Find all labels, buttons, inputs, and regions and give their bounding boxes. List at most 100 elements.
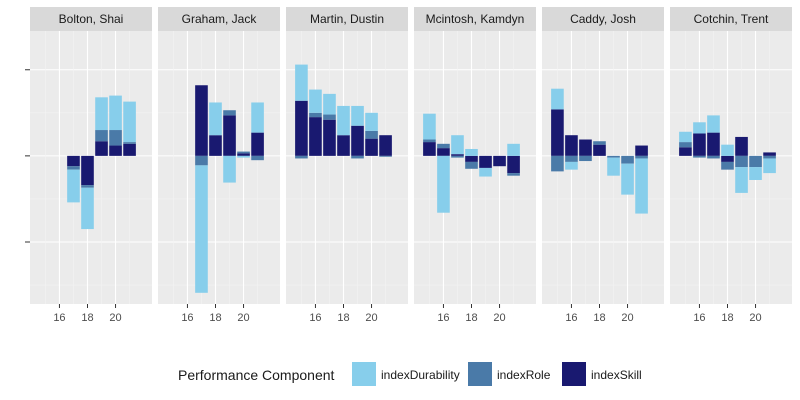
bar-indexRole-17 — [579, 155, 592, 162]
facet-title: Mcintosh, Kamdyn — [426, 12, 525, 26]
bar-indexRole-21 — [763, 155, 776, 159]
x-tick-label: 18 — [593, 312, 605, 324]
legend-title: Performance Component — [178, 367, 335, 383]
bar-indexRole-21 — [635, 155, 648, 159]
bar-indexRole-18 — [81, 185, 94, 188]
bar-indexSkill-20 — [237, 153, 250, 156]
bar-indexSkill-16 — [693, 133, 706, 156]
bar-indexSkill-17 — [323, 119, 336, 156]
x-tick-label: 18 — [337, 312, 349, 324]
bar-indexDurability-21 — [763, 158, 776, 174]
bar-indexDurability-20 — [749, 167, 762, 180]
bar-indexDurability-18 — [721, 144, 734, 156]
x-tick-label: 18 — [81, 312, 93, 324]
bar-indexSkill-19 — [95, 141, 108, 156]
facet-strip — [542, 7, 664, 31]
facet-panel-cotchin-trent: Cotchin, Trent 16 18 20 — [670, 7, 792, 324]
bar-indexRole-15 — [551, 155, 564, 172]
bar-indexRole-16 — [693, 155, 706, 158]
bar-indexSkill-19 — [735, 136, 748, 156]
panel-background — [158, 31, 280, 304]
bars — [551, 88, 648, 214]
bar-indexRole-17 — [707, 155, 720, 159]
x-tick-label: 16 — [693, 312, 705, 324]
bar-indexDurability-16 — [309, 89, 322, 113]
bar-indexSkill-18 — [81, 155, 94, 186]
bar-indexRole-19 — [351, 155, 364, 159]
bar-indexDurability-21 — [123, 101, 136, 143]
bar-indexSkill-18 — [593, 144, 606, 156]
bars — [423, 113, 520, 213]
bar-indexSkill-19 — [479, 155, 492, 168]
bar-indexDurability-20 — [365, 112, 378, 131]
bar-indexRole-21 — [251, 155, 264, 161]
facet-title: Graham, Jack — [182, 12, 258, 26]
bar-indexDurability-21 — [251, 102, 264, 133]
bar-indexSkill-17 — [67, 155, 80, 167]
legend-label-indexSkill: indexSkill — [591, 368, 642, 382]
bar-indexRole-17 — [195, 155, 208, 166]
bar-indexSkill-21 — [379, 135, 392, 156]
bar-indexDurability-19 — [95, 97, 108, 131]
facet-strip — [158, 7, 280, 31]
bar-indexRole-18 — [465, 161, 478, 169]
bar-indexSkill-15 — [295, 100, 308, 156]
bar-indexSkill-16 — [309, 117, 322, 156]
bar-indexSkill-18 — [465, 155, 478, 162]
legend-key-indexSkill — [562, 362, 586, 386]
legend-key-indexDurability — [352, 362, 376, 386]
bar-indexRole-21 — [123, 142, 136, 144]
x-tick-label: 18 — [721, 312, 733, 324]
bar-indexRole-20 — [749, 155, 762, 168]
bars — [295, 64, 392, 159]
bar-indexRole-16 — [437, 143, 450, 149]
bar-indexRole-19 — [607, 155, 620, 158]
bar-indexSkill-19 — [351, 125, 364, 156]
bars — [679, 115, 776, 193]
bar-indexDurability-18 — [209, 102, 222, 136]
x-tick-label: 20 — [109, 312, 121, 324]
bar-indexRole-17 — [451, 155, 464, 158]
bar-indexDurability-19 — [607, 157, 620, 176]
bar-indexDurability-17 — [323, 93, 336, 115]
bars — [67, 95, 136, 230]
bar-indexSkill-21 — [507, 155, 520, 174]
bars — [195, 85, 264, 293]
bar-indexDurability-16 — [437, 155, 450, 213]
bar-indexRole-20 — [365, 130, 378, 139]
bar-indexDurability-17 — [451, 135, 464, 155]
facet-strip — [286, 7, 408, 31]
bar-indexDurability-17 — [195, 165, 208, 293]
facet-panel-caddy-josh: Caddy, Josh 16 18 20 — [542, 7, 664, 324]
bar-indexDurability-16 — [693, 122, 706, 134]
bar-indexRole-18 — [593, 141, 606, 145]
x-tick-label: 16 — [181, 312, 193, 324]
bar-indexRole-15 — [679, 142, 692, 148]
legend-label-indexDurability: indexDurability — [381, 368, 460, 382]
facet-title: Caddy, Josh — [570, 12, 636, 26]
bar-indexSkill-15 — [551, 109, 564, 156]
bar-indexDurability-15 — [423, 113, 436, 140]
bar-indexRole-18 — [721, 161, 734, 170]
x-tick-label: 16 — [53, 312, 65, 324]
facet-strip — [414, 7, 536, 31]
bar-indexRole-21 — [507, 173, 520, 176]
bar-indexRole-17 — [323, 114, 336, 120]
bar-indexSkill-20 — [109, 145, 122, 156]
x-tick-label: 16 — [309, 312, 321, 324]
bar-indexDurability-15 — [551, 88, 564, 110]
bar-indexSkill-18 — [337, 135, 350, 156]
facet-title: Cotchin, Trent — [694, 12, 769, 26]
bar-indexRole-19 — [223, 110, 236, 116]
x-tick-label: 20 — [493, 312, 505, 324]
bar-indexSkill-18 — [209, 135, 222, 156]
x-tick-label: 20 — [749, 312, 761, 324]
bar-indexRole-17 — [67, 166, 80, 170]
bar-indexRole-15 — [295, 155, 308, 159]
bar-indexDurability-19 — [351, 105, 364, 126]
gridlines — [30, 31, 152, 304]
bar-indexRole-20 — [621, 155, 634, 164]
x-tick-label: 16 — [565, 312, 577, 324]
bar-indexSkill-21 — [251, 132, 264, 156]
bar-indexRole-15 — [423, 139, 436, 143]
